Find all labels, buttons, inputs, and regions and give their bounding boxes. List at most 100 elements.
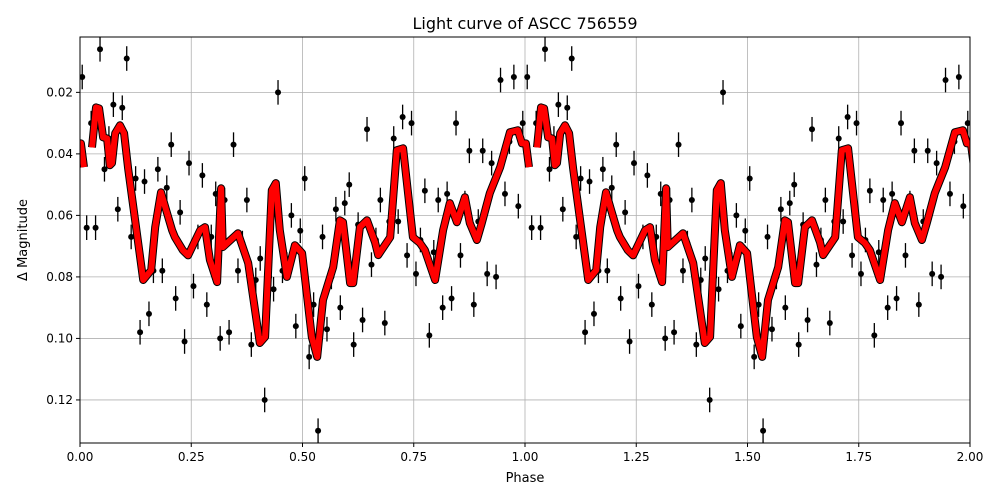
- data-point: [924, 147, 931, 154]
- data-point: [577, 175, 584, 182]
- data-point: [114, 206, 121, 213]
- data-point: [737, 323, 744, 330]
- data-point: [275, 89, 282, 96]
- data-point: [190, 283, 197, 290]
- data-point: [306, 353, 313, 360]
- data-point: [163, 184, 170, 191]
- data-point: [671, 329, 678, 336]
- data-point: [301, 175, 308, 182]
- data-point: [889, 190, 896, 197]
- data-point: [92, 224, 99, 231]
- data-point: [297, 227, 304, 234]
- data-point: [809, 126, 816, 133]
- data-point: [599, 166, 606, 173]
- data-point: [145, 310, 152, 317]
- data-point: [159, 267, 166, 274]
- data-point: [590, 310, 597, 317]
- data-point: [942, 77, 949, 84]
- data-point: [248, 341, 255, 348]
- data-point: [764, 233, 771, 240]
- data-point: [768, 326, 775, 333]
- data-point: [101, 166, 108, 173]
- data-point: [319, 233, 326, 240]
- data-point: [226, 329, 233, 336]
- data-point: [546, 166, 553, 173]
- data-point: [964, 120, 970, 127]
- data-point: [746, 175, 753, 182]
- data-point: [613, 141, 620, 148]
- data-point: [128, 233, 135, 240]
- data-point: [377, 197, 384, 204]
- data-point: [261, 396, 268, 403]
- data-point: [564, 104, 571, 111]
- data-point: [177, 209, 184, 216]
- data-point: [80, 73, 86, 80]
- data-points: [80, 37, 970, 443]
- data-point: [501, 190, 508, 197]
- data-point: [315, 427, 322, 434]
- data-point: [582, 329, 589, 336]
- data-point: [840, 218, 847, 225]
- data-point: [390, 135, 397, 142]
- data-point: [559, 206, 566, 213]
- data-point: [426, 332, 433, 339]
- data-point: [849, 252, 856, 259]
- data-point: [617, 295, 624, 302]
- data-point: [706, 396, 713, 403]
- data-point: [141, 178, 148, 185]
- model-curve-line: [534, 104, 970, 360]
- data-point: [83, 224, 90, 231]
- x-tick-label: 0.50: [289, 450, 316, 464]
- data-point: [172, 295, 179, 302]
- data-point: [853, 120, 860, 127]
- data-point: [199, 172, 206, 179]
- data-point: [497, 77, 504, 84]
- data-point: [911, 147, 918, 154]
- data-point: [488, 160, 495, 167]
- data-point: [337, 304, 344, 311]
- data-point: [688, 197, 695, 204]
- data-point: [181, 338, 188, 345]
- data-point: [137, 329, 144, 336]
- data-point: [359, 316, 366, 323]
- data-point: [871, 332, 878, 339]
- data-point: [399, 113, 406, 120]
- data-point: [679, 267, 686, 274]
- data-point: [835, 135, 842, 142]
- data-point: [186, 160, 193, 167]
- data-point: [791, 181, 798, 188]
- data-point: [622, 209, 629, 216]
- data-point: [866, 187, 873, 194]
- data-point: [720, 89, 727, 96]
- data-point: [457, 252, 464, 259]
- data-point: [257, 255, 264, 262]
- data-point: [453, 120, 460, 127]
- data-point: [555, 101, 562, 108]
- data-point: [608, 184, 615, 191]
- x-tick-label: 1.00: [512, 450, 539, 464]
- model-curve: [80, 103, 970, 361]
- data-point: [234, 267, 241, 274]
- data-point: [230, 141, 237, 148]
- y-tick-label: 0.12: [46, 393, 73, 407]
- x-tick-label: 0.00: [67, 450, 94, 464]
- data-point: [97, 46, 104, 53]
- x-tick-label: 1.25: [623, 450, 650, 464]
- data-point: [857, 270, 864, 277]
- data-point: [813, 261, 820, 268]
- data-point: [542, 46, 549, 53]
- data-point: [332, 206, 339, 213]
- data-point: [938, 273, 945, 280]
- data-point: [510, 73, 517, 80]
- data-point: [702, 255, 709, 262]
- data-point: [648, 301, 655, 308]
- data-point: [168, 141, 175, 148]
- y-tick-label: 0.06: [46, 208, 73, 222]
- data-point: [364, 126, 371, 133]
- data-point: [929, 270, 936, 277]
- data-point: [804, 316, 811, 323]
- data-point: [786, 200, 793, 207]
- data-point: [341, 200, 348, 207]
- data-point: [631, 160, 638, 167]
